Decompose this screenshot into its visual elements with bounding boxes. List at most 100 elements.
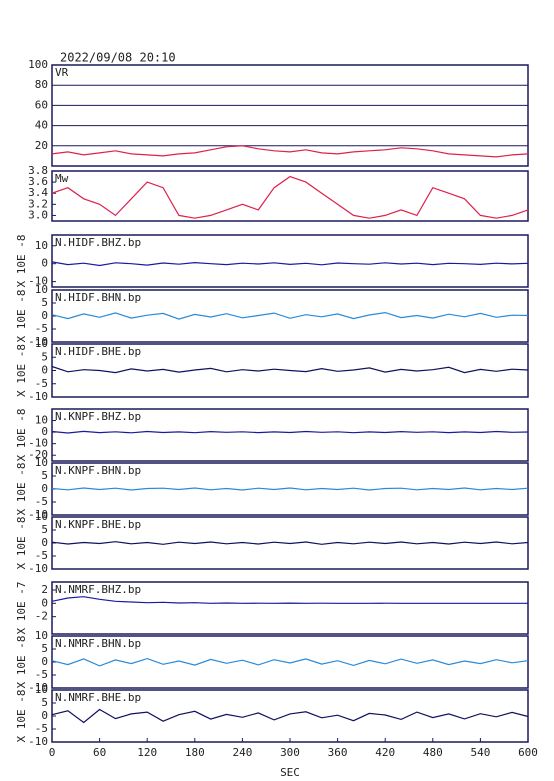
y-tick-label: 5 bbox=[41, 642, 48, 655]
x-axis-label: SEC bbox=[280, 766, 300, 779]
waveform bbox=[51, 311, 529, 320]
y-tick-label: 100 bbox=[28, 58, 48, 71]
y-axis-label: X 10E -8 bbox=[15, 344, 28, 397]
y-axis-label: X 10E -8 bbox=[15, 409, 28, 462]
y-tick-label: 10 bbox=[35, 337, 48, 350]
y-tick-label: -5 bbox=[35, 668, 48, 681]
y-tick-label: -10 bbox=[28, 275, 48, 288]
waveform bbox=[51, 175, 529, 219]
y-tick-label: -5 bbox=[35, 549, 48, 562]
x-tick-label: 120 bbox=[137, 746, 157, 759]
y-tick-label: 5 bbox=[41, 350, 48, 363]
y-tick-label: 0 bbox=[41, 425, 48, 438]
y-tick-label: 5 bbox=[41, 523, 48, 536]
y-axis-label: X 10E -8 bbox=[15, 463, 28, 516]
y-tick-label: -5 bbox=[35, 722, 48, 735]
y-tick-label: 5 bbox=[41, 469, 48, 482]
y-tick-label: -10 bbox=[28, 390, 48, 403]
panel-label: N.HIDF.BHN.bp bbox=[55, 291, 141, 304]
y-tick-label: 10 bbox=[35, 510, 48, 523]
y-tick-label: -5 bbox=[35, 377, 48, 390]
panel-label: N.KNPF.BHE.bp bbox=[55, 518, 141, 531]
y-tick-label: -10 bbox=[28, 508, 48, 521]
panel-label: N.NMRF.BHZ.bp bbox=[55, 583, 141, 596]
y-tick-label: -5 bbox=[35, 495, 48, 508]
y-tick-label: 5 bbox=[41, 296, 48, 309]
x-tick-label: 300 bbox=[280, 746, 300, 759]
y-axis-label: X 10E -8 bbox=[15, 690, 28, 743]
panel-label: N.HIDF.BHE.bp bbox=[55, 345, 141, 358]
y-tick-label: 0 bbox=[41, 655, 48, 668]
waveform bbox=[51, 261, 529, 267]
panel-label: N.NMRF.BHN.bp bbox=[55, 637, 141, 650]
x-tick-label: 600 bbox=[518, 746, 538, 759]
y-tick-label: 0 bbox=[41, 309, 48, 322]
waveform bbox=[51, 541, 529, 545]
chart-title: 2022/09/08 20:10 bbox=[60, 51, 176, 65]
y-tick-label: 0 bbox=[41, 482, 48, 495]
waveform bbox=[51, 487, 529, 491]
y-axis-label: X 10E -8 bbox=[15, 517, 28, 570]
waveform bbox=[51, 657, 529, 667]
y-tick-label: 2 bbox=[41, 583, 48, 596]
panel-label: N.NMRF.BHE.bp bbox=[55, 691, 141, 704]
panel-label: N.HIDF.BHZ.bp bbox=[55, 236, 141, 249]
panel-label: Mw bbox=[55, 172, 69, 185]
panel-label: N.KNPF.BHZ.bp bbox=[55, 410, 141, 423]
y-tick-label: 20 bbox=[35, 139, 48, 152]
y-axis-label: X 10E -8 bbox=[15, 235, 28, 288]
y-tick-label: -2 bbox=[35, 610, 48, 623]
x-tick-label: 180 bbox=[185, 746, 205, 759]
waveform bbox=[51, 430, 529, 434]
y-tick-label: 10 bbox=[35, 456, 48, 469]
y-tick-label: -5 bbox=[35, 322, 48, 335]
panel-frame bbox=[51, 234, 529, 288]
y-tick-label: 3.2 bbox=[28, 197, 48, 210]
waveform bbox=[51, 365, 529, 374]
y-tick-label: 3.6 bbox=[28, 175, 48, 188]
y-tick-label: 0 bbox=[41, 536, 48, 549]
y-tick-label: -10 bbox=[28, 681, 48, 694]
x-tick-label: 480 bbox=[423, 746, 443, 759]
waveform bbox=[51, 708, 529, 724]
y-axis-label: X 10E -8 bbox=[15, 636, 28, 689]
panel-frame bbox=[51, 408, 529, 462]
y-tick-label: -10 bbox=[28, 335, 48, 348]
y-tick-label: 40 bbox=[35, 119, 48, 132]
y-tick-label: -20 bbox=[28, 448, 48, 461]
y-tick-label: 3.0 bbox=[28, 208, 48, 221]
y-tick-label: 10 bbox=[35, 283, 48, 296]
waveform bbox=[51, 145, 529, 158]
panel-label: VR bbox=[55, 66, 69, 79]
x-tick-label: 420 bbox=[375, 746, 395, 759]
panel-label: N.KNPF.BHN.bp bbox=[55, 464, 141, 477]
waveform bbox=[51, 596, 528, 604]
panel-frame bbox=[51, 64, 529, 167]
y-tick-label: -10 bbox=[28, 437, 48, 450]
y-tick-label: 0 bbox=[41, 596, 48, 609]
y-tick-label: 80 bbox=[35, 78, 48, 91]
y-tick-label: 10 bbox=[35, 414, 48, 427]
panel-frame bbox=[51, 581, 529, 635]
x-tick-label: 540 bbox=[470, 746, 490, 759]
x-tick-label: 360 bbox=[328, 746, 348, 759]
y-tick-label: 5 bbox=[41, 696, 48, 709]
x-tick-label: 60 bbox=[93, 746, 106, 759]
y-tick-label: 0 bbox=[41, 709, 48, 722]
y-axis-label: X 10E -8 bbox=[15, 290, 28, 343]
y-tick-label: 0 bbox=[41, 257, 48, 270]
panel-frame bbox=[51, 170, 529, 222]
y-tick-label: -10 bbox=[28, 735, 48, 748]
x-tick-label: 0 bbox=[49, 746, 56, 759]
y-tick-label: 10 bbox=[35, 683, 48, 696]
y-tick-label: -10 bbox=[28, 562, 48, 575]
y-axis-label: X 10E -7 bbox=[15, 582, 28, 635]
y-tick-label: 3.4 bbox=[28, 186, 48, 199]
y-tick-label: 10 bbox=[35, 629, 48, 642]
y-tick-label: 0 bbox=[41, 364, 48, 377]
x-tick-label: 240 bbox=[232, 746, 252, 759]
y-tick-label: 10 bbox=[35, 239, 48, 252]
y-tick-label: 60 bbox=[35, 98, 48, 111]
